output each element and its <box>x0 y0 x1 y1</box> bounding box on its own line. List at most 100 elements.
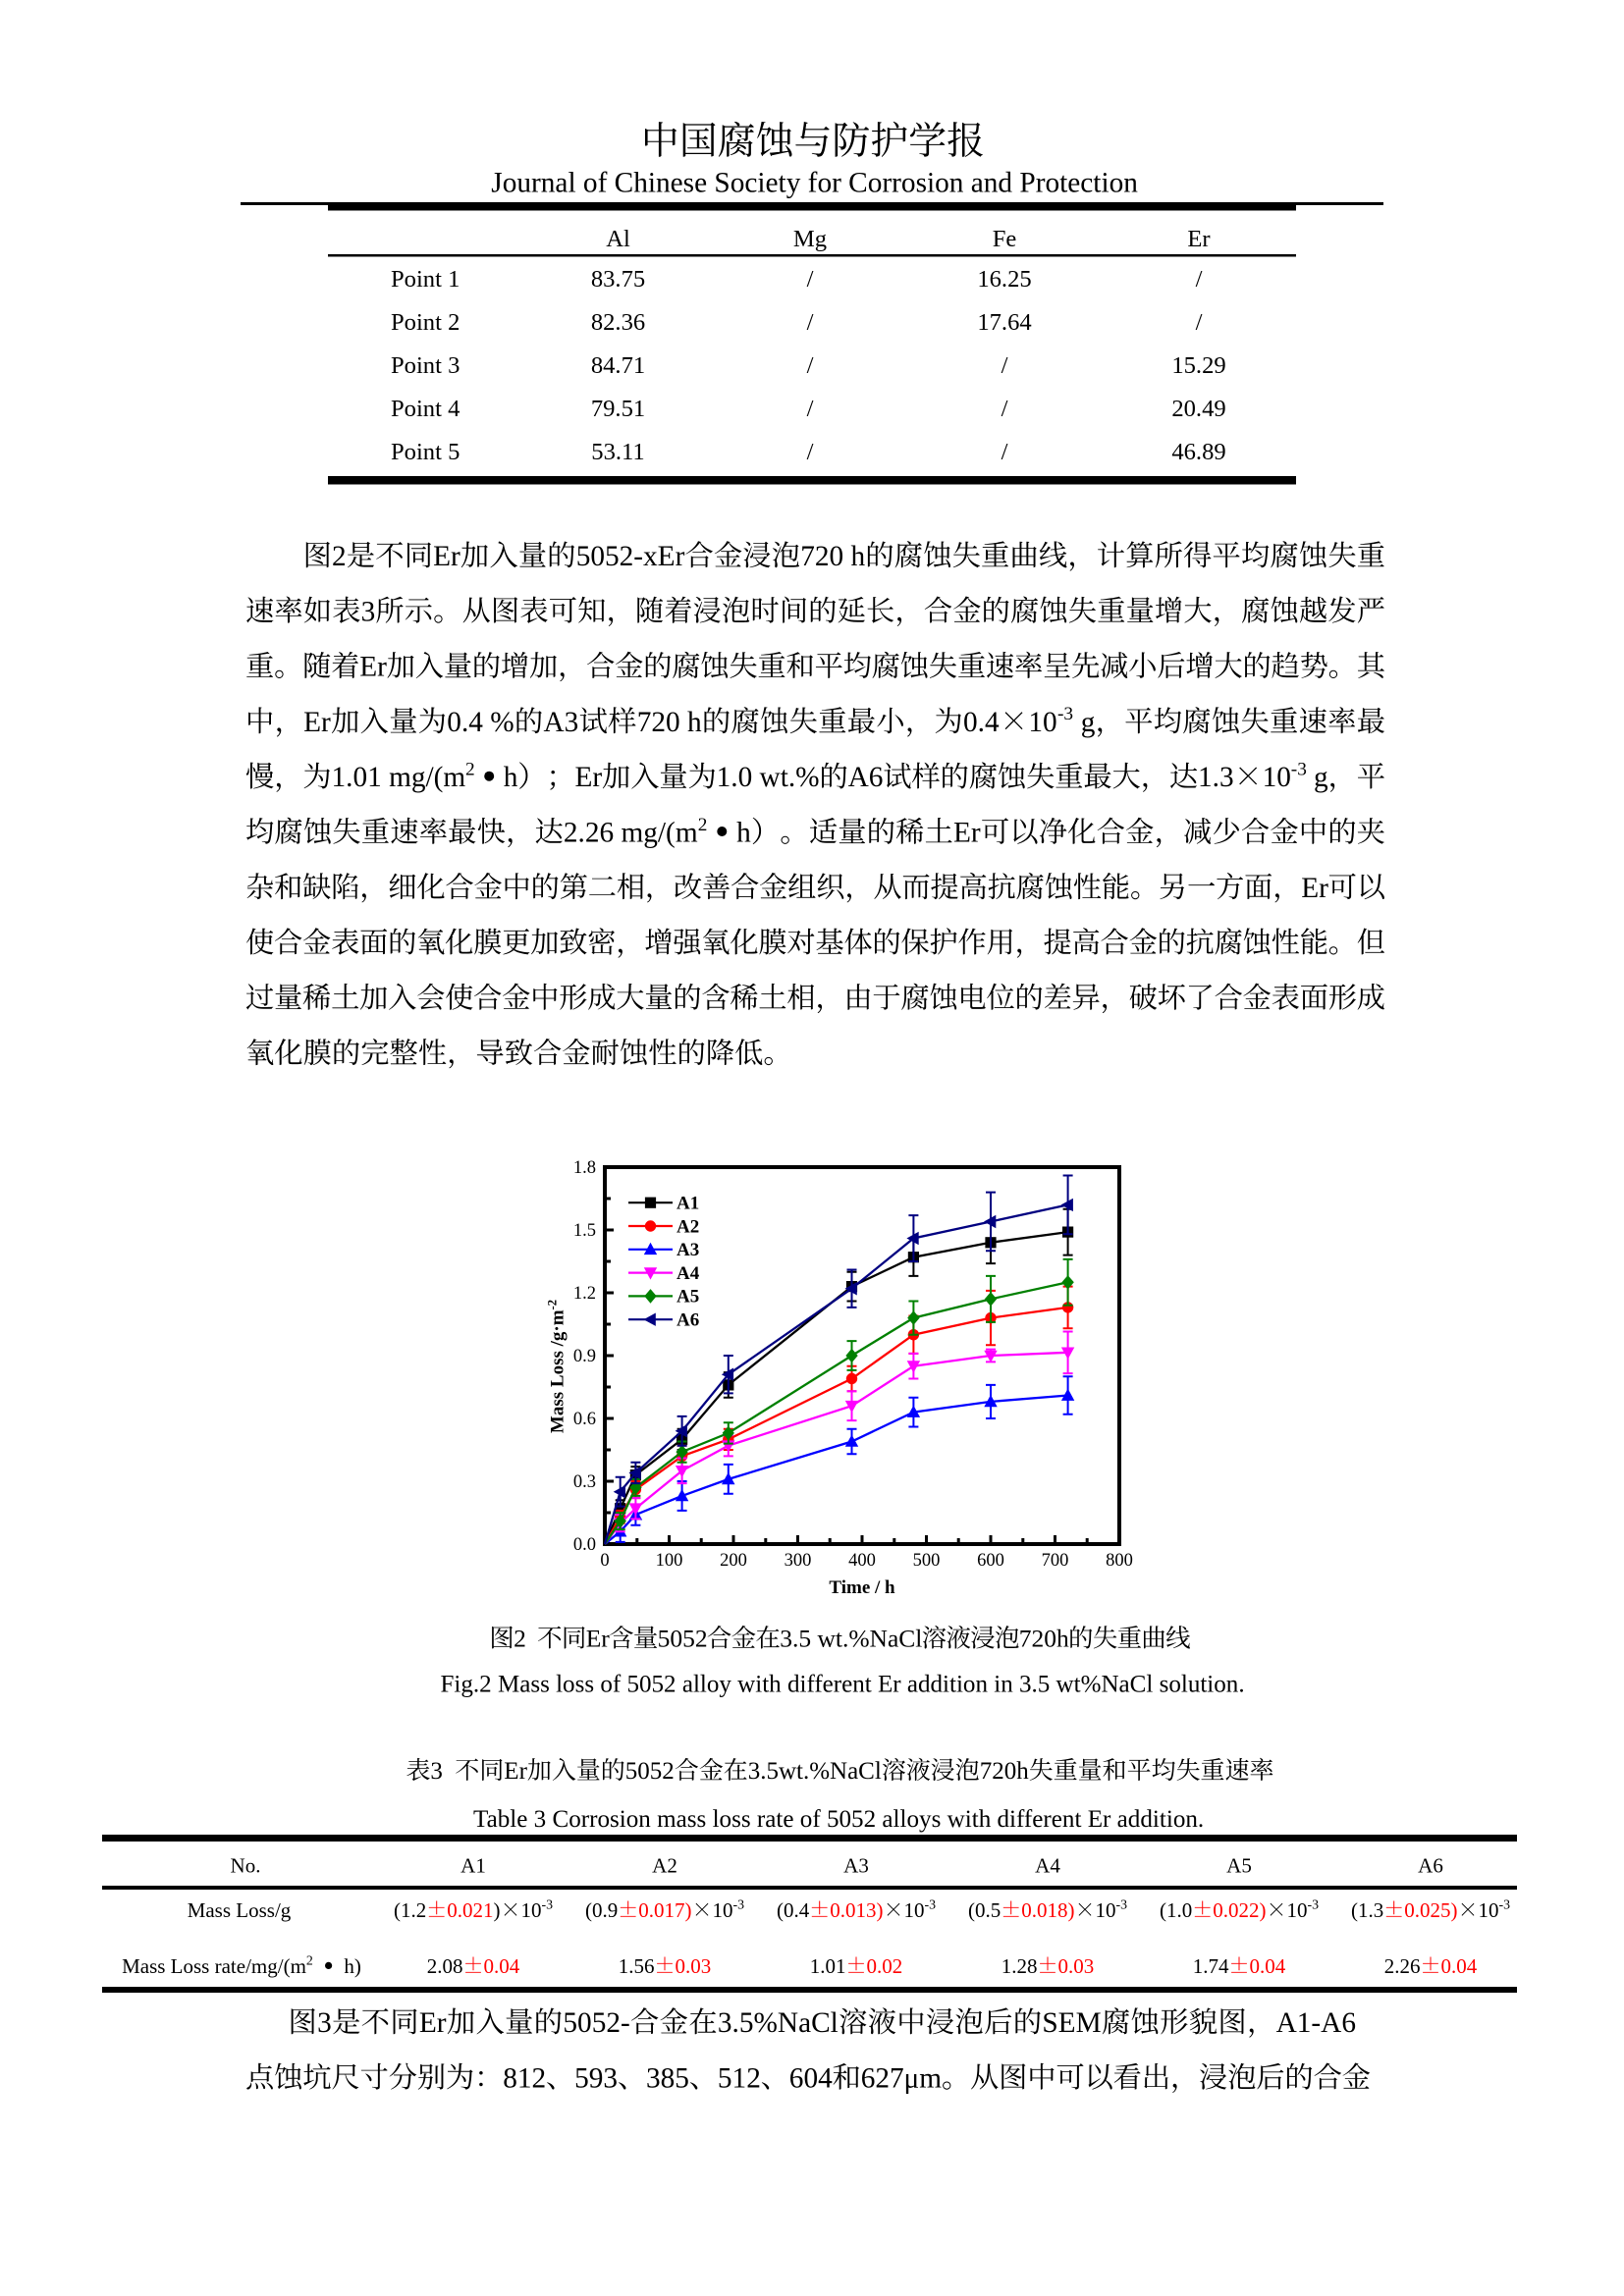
svg-text:2: 2 <box>306 1953 313 1968</box>
svg-text:0.4: 0.4 <box>963 707 1000 738</box>
svg-text:(1.0: (1.0 <box>1160 1898 1192 1922</box>
svg-text:600: 600 <box>977 1551 1004 1571</box>
svg-text:0.03: 0.03 <box>1058 1954 1095 1978</box>
svg-text:1.8: 1.8 <box>573 1158 596 1178</box>
svg-text:16.25: 16.25 <box>977 266 1031 293</box>
svg-text:A1: A1 <box>460 1854 486 1878</box>
svg-text:-3: -3 <box>925 1897 937 1912</box>
svg-text:0.02: 0.02 <box>867 1954 903 1978</box>
svg-text:593: 593 <box>574 2062 618 2094</box>
svg-text:10: 10 <box>1096 1898 1116 1922</box>
svg-text:A6: A6 <box>848 762 884 793</box>
svg-text:A3: A3 <box>544 707 579 738</box>
svg-text:2: 2 <box>514 1625 526 1653</box>
svg-text:2.26: 2.26 <box>1384 1954 1421 1978</box>
svg-text:1.28: 1.28 <box>1001 1954 1038 1978</box>
svg-text:(0.9: (0.9 <box>585 1898 618 1922</box>
svg-text:2.08: 2.08 <box>427 1954 463 1978</box>
svg-text:5052: 5052 <box>658 1625 708 1653</box>
svg-text:0.04: 0.04 <box>1441 1954 1478 1978</box>
svg-text:0.021: 0.021 <box>447 1898 493 1922</box>
svg-text:1.01 mg/(m: 1.01 mg/(m <box>332 762 466 793</box>
svg-text:10: 10 <box>1287 1898 1308 1922</box>
svg-text:3.5wt.%NaCl: 3.5wt.%NaCl <box>748 1758 882 1785</box>
svg-text:Fe: Fe <box>993 226 1017 252</box>
svg-text:0.4 %: 0.4 % <box>447 707 514 738</box>
svg-text:0.0: 0.0 <box>573 1535 596 1555</box>
svg-text:3: 3 <box>361 596 376 627</box>
svg-text:720h: 720h <box>980 1758 1029 1785</box>
svg-text:Er: Er <box>433 541 460 572</box>
svg-text:0: 0 <box>600 1551 609 1571</box>
svg-text:/: / <box>807 439 814 465</box>
svg-text:5052: 5052 <box>625 1758 675 1785</box>
svg-text:1.5: 1.5 <box>573 1221 596 1241</box>
svg-text:700: 700 <box>1042 1551 1069 1571</box>
svg-text:-3: -3 <box>733 1897 745 1912</box>
svg-text:10: 10 <box>1479 1898 1499 1922</box>
svg-text:/: / <box>1196 266 1203 293</box>
svg-text:Mass Loss/g: Mass Loss/g <box>188 1898 292 1922</box>
svg-text:720 h: 720 h <box>800 541 865 572</box>
svg-text:Er: Er <box>303 707 331 738</box>
svg-text:h: h <box>736 818 751 849</box>
svg-text:Er: Er <box>575 762 603 793</box>
svg-text:2.26 mg/(m: 2.26 mg/(m <box>564 818 698 849</box>
svg-text:100: 100 <box>656 1551 683 1571</box>
svg-text:-3: -3 <box>1499 1897 1511 1912</box>
svg-text:/: / <box>1001 352 1008 379</box>
svg-text:53.11: 53.11 <box>591 439 644 465</box>
svg-text:512: 512 <box>718 2062 761 2094</box>
svg-text:3: 3 <box>317 2007 332 2039</box>
svg-text:-3: -3 <box>1116 1897 1128 1912</box>
svg-text:A5: A5 <box>1226 1854 1252 1878</box>
svg-text:20.49: 20.49 <box>1171 396 1225 422</box>
svg-text:Er: Er <box>586 1625 611 1653</box>
svg-text:15.29: 15.29 <box>1171 352 1225 379</box>
svg-text:/: / <box>1001 396 1008 422</box>
svg-text:2: 2 <box>332 541 347 572</box>
svg-text:Mass Loss /g·m-2: Mass Loss /g·m-2 <box>546 1300 568 1433</box>
svg-text:h: h <box>504 762 518 793</box>
svg-text:A6: A6 <box>677 1310 699 1331</box>
svg-text:Er: Er <box>419 2007 447 2039</box>
svg-text:604: 604 <box>789 2062 833 2094</box>
svg-text:-3: -3 <box>1057 704 1073 724</box>
svg-text:Point 2: Point 2 <box>391 309 460 336</box>
svg-text:Point 4: Point 4 <box>391 396 460 422</box>
svg-text:2: 2 <box>698 815 708 835</box>
svg-text:300: 300 <box>785 1551 812 1571</box>
svg-text:17.64: 17.64 <box>977 309 1031 336</box>
svg-text:0.013): 0.013) <box>830 1898 883 1922</box>
svg-text:-3: -3 <box>1308 1897 1320 1912</box>
svg-text:720h: 720h <box>1019 1625 1069 1653</box>
svg-text:A2: A2 <box>652 1854 677 1878</box>
svg-text:μm: μm <box>904 2062 943 2094</box>
svg-text:0.018): 0.018) <box>1021 1898 1074 1922</box>
svg-text:A3: A3 <box>843 1854 869 1878</box>
svg-text:SEM: SEM <box>1042 2007 1101 2039</box>
svg-text:1.74: 1.74 <box>1193 1954 1229 1978</box>
svg-text:/: / <box>807 352 814 379</box>
svg-text:0.04: 0.04 <box>1250 1954 1286 1978</box>
svg-text:Mass Loss rate/mg/(m: Mass Loss rate/mg/(m <box>122 1954 306 1978</box>
svg-text:(1.2: (1.2 <box>394 1898 426 1922</box>
svg-text:Er: Er <box>1301 873 1328 904</box>
svg-text:10: 10 <box>1028 707 1056 738</box>
svg-text:A4: A4 <box>677 1263 700 1284</box>
svg-text:A1-A6: A1-A6 <box>1276 2007 1356 2039</box>
svg-text:1.2: 1.2 <box>573 1284 596 1304</box>
svg-text:-3: -3 <box>1291 760 1307 780</box>
svg-text:Er: Er <box>504 1758 527 1785</box>
svg-text:0.04: 0.04 <box>484 1954 520 1978</box>
svg-text:Mg: Mg <box>793 226 827 252</box>
svg-text:3.5 wt.%NaCl: 3.5 wt.%NaCl <box>780 1625 922 1653</box>
svg-text:1.3: 1.3 <box>1198 762 1234 793</box>
svg-text:(0.5: (0.5 <box>968 1898 1001 1922</box>
svg-text:5052-: 5052- <box>563 2007 629 2039</box>
svg-text:400: 400 <box>848 1551 876 1571</box>
svg-text:Fig.2 Mass loss of 5052 alloy: Fig.2 Mass loss of 5052 alloy with diffe… <box>441 1672 1245 1698</box>
svg-text:0.017): 0.017) <box>638 1898 691 1922</box>
svg-text:A3: A3 <box>677 1240 699 1260</box>
svg-text:385: 385 <box>646 2062 689 2094</box>
